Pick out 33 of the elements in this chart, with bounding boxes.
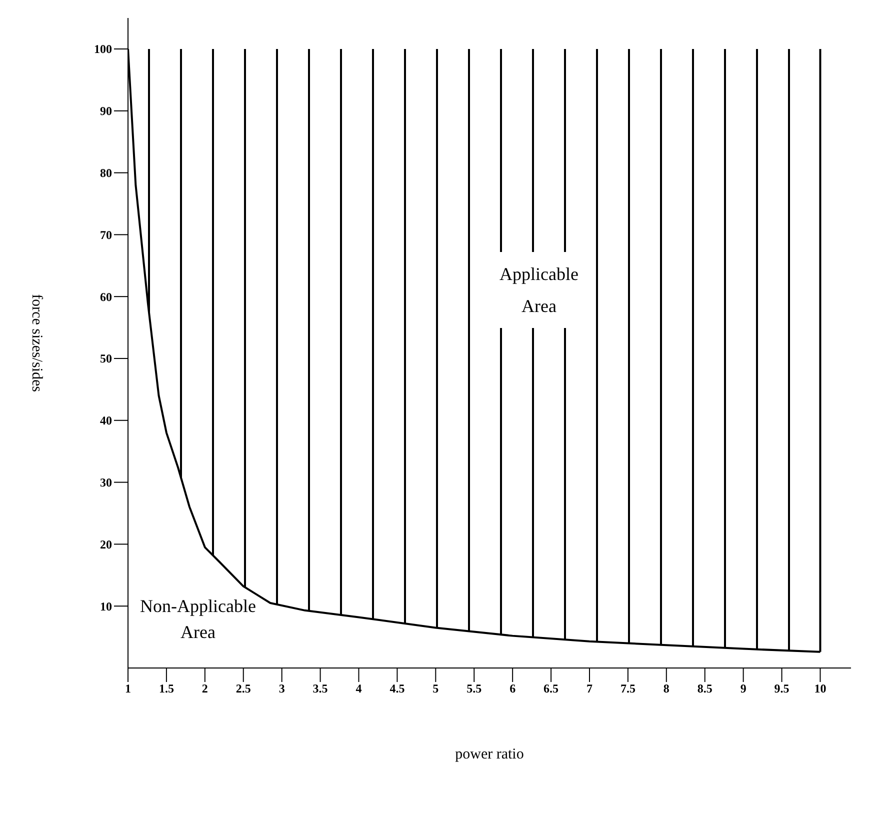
y-tick-label: 70: [100, 228, 112, 242]
x-tick-label: 5.5: [466, 682, 482, 696]
x-tick-label: 10: [814, 682, 826, 696]
x-tick-label: 6.5: [544, 682, 559, 696]
x-tick-label: 3.5: [312, 682, 328, 696]
x-tick-label: 1.5: [158, 682, 174, 696]
x-tick-label: 7: [586, 682, 592, 696]
x-tick-label: 2: [202, 682, 208, 696]
annotation: Non-Applicable Area: [140, 595, 256, 644]
y-tick-label: 80: [100, 166, 112, 180]
y-tick-label: 60: [100, 290, 112, 304]
x-tick-label: 7.5: [620, 682, 636, 696]
y-tick-label: 100: [94, 42, 112, 56]
x-tick-label: 9: [740, 682, 746, 696]
y-tick-label: 90: [100, 104, 112, 118]
x-tick-label: 5: [432, 682, 439, 696]
y-tick-label: 10: [100, 599, 112, 614]
y-tick-label: 50: [100, 352, 112, 366]
x-tick-label: 8: [663, 682, 670, 696]
x-tick-label: 3: [278, 682, 285, 696]
y-axis-title: force sizes/sides: [28, 294, 45, 392]
x-tick-label: 2.5: [236, 682, 251, 696]
x-axis-title: power ratio: [455, 746, 524, 763]
y-tick-label: 20: [100, 537, 112, 552]
x-tick-label: 9.5: [774, 682, 790, 696]
annotation: Applicable Area: [500, 263, 578, 318]
y-tick-label: 30: [100, 476, 112, 490]
x-tick-label: 4: [356, 682, 362, 696]
x-tick-label: 1: [125, 682, 131, 696]
y-tick-label: 40: [100, 414, 112, 428]
x-tick-label: 8.5: [697, 682, 712, 696]
x-tick-label: 6: [510, 682, 516, 696]
x-tick-label: 4.5: [390, 682, 405, 696]
